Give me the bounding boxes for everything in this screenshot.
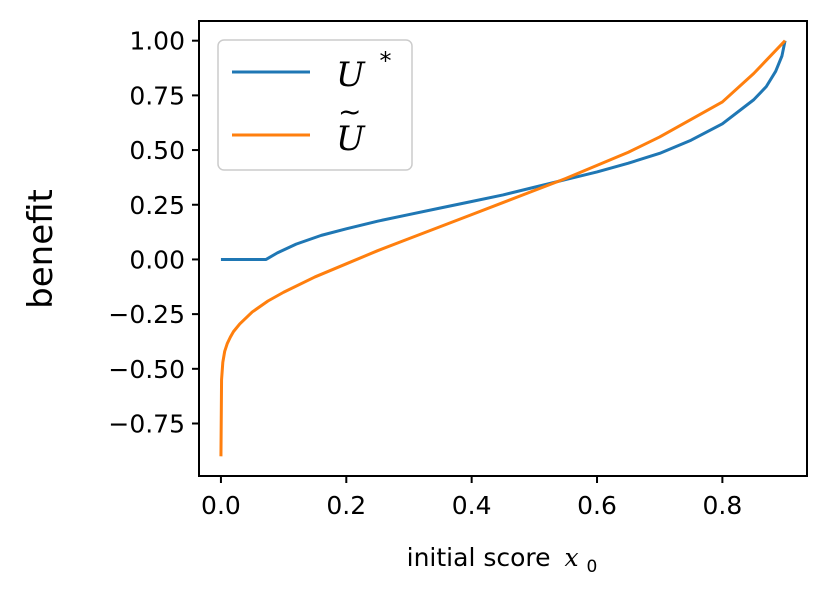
y-tick-label: 0.25 [129,191,185,220]
series-line-u-star [220,40,787,261]
y-tick-label: −0.25 [108,300,185,329]
x-axis-title-text: initial score [407,543,551,572]
x-axis-title-variable: x [564,543,578,572]
y-tick-label: 0.75 [129,81,185,110]
y-tick-label: −0.75 [108,410,185,439]
x-tick-label: 0.6 [577,491,617,520]
legend: U * ~ U [217,39,413,171]
series-layer [219,39,787,457]
legend-label-u-star-name: U [336,55,366,95]
y-ticks: 1.00 0.75 0.50 0.25 0.00 −0.25 −0.50 −0.75 [108,27,199,439]
legend-label-u-star-superscript: * [379,47,391,75]
x-ticks: 0.0 0.2 0.4 0.6 0.8 [201,476,742,520]
legend-label-u-tilde: U [336,119,366,159]
y-tick-label: 0.00 [129,245,185,274]
x-axis-title-subscript: 0 [587,557,598,577]
y-tick-label: −0.50 [108,355,185,384]
series-line-u-tilde [219,39,787,457]
x-tick-label: 0.4 [452,491,492,520]
y-tick-label: 0.50 [129,136,185,165]
x-tick-label: 0.0 [201,491,241,520]
y-axis-title: benefit [21,189,61,309]
legend-label-u-star: U * [336,47,391,95]
x-axis-title: initial score x 0 [407,543,598,577]
x-tick-label: 0.2 [326,491,366,520]
legend-label-u-tilde-accent: ~ [338,95,361,128]
x-tick-label: 0.8 [702,491,742,520]
plot-frame [198,20,808,477]
y-tick-label: 1.00 [129,27,185,56]
